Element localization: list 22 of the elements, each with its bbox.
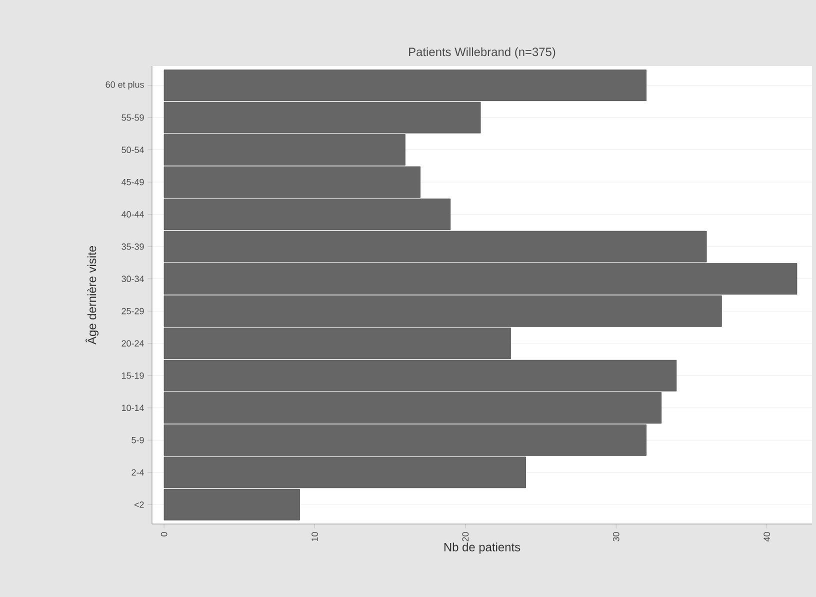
y-tick-label: 30-34 [122,276,144,282]
y-tick-label: 50-54 [122,146,144,154]
y-tick-label: 40-44 [122,211,144,218]
x-axis-title: Nb de patients [444,542,520,554]
y-tick-label: 5-9 [132,436,144,444]
y-tick-label: 45-49 [122,178,144,186]
y-tick-label: 20-24 [122,340,144,347]
y-tick-label: 25-29 [122,308,144,314]
y-tick-label: 15-19 [122,372,144,379]
x-tick-label: 10 [312,532,318,542]
chart-title: Patients Willebrand (n=375) [409,47,556,58]
y-tick-label: 35-39 [122,243,144,250]
y-tick-label: 60 et plus [106,81,144,90]
y-axis-title: Âge dernière visite [86,246,99,344]
x-tick-label: 30 [612,532,620,542]
y-tick-label: 10-14 [122,404,144,412]
x-tick-label: 40 [764,532,770,542]
y-tick-label: <2 [134,502,144,508]
y-tick-label: 55-59 [122,114,144,121]
x-tick-label: 0 [160,532,168,536]
y-tick-label: 2-4 [132,469,144,476]
x-tick-label: 20 [462,532,469,542]
